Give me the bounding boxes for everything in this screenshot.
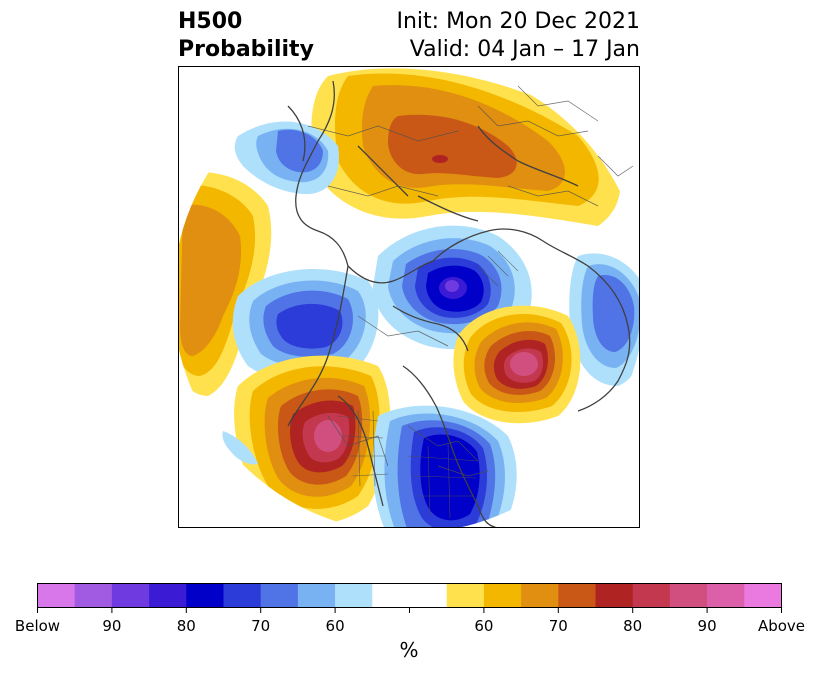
colorbar-tick-label: 60 <box>325 617 345 635</box>
map-canvas <box>178 66 640 528</box>
colorbar-swatch <box>595 583 633 608</box>
colorbar-swatch <box>483 583 522 608</box>
colorbar-tick-label: Below <box>14 617 61 635</box>
map-border <box>178 66 640 528</box>
state-borders <box>337 250 519 519</box>
colorbar-swatch <box>37 583 75 608</box>
colorbar-swatch <box>521 583 559 608</box>
coastlines <box>287 80 631 528</box>
colorbar-unit: % <box>399 638 419 662</box>
colorbar-tick-label: Above <box>757 617 806 635</box>
colorbar-swatch <box>297 583 336 608</box>
colorbar-tick-label: 60 <box>474 617 494 635</box>
colorbar-swatch <box>74 583 113 608</box>
colorbar-swatch <box>260 583 299 608</box>
colorbar-swatch <box>372 583 410 608</box>
probability-map <box>178 66 640 528</box>
colorbar-swatch <box>558 583 596 608</box>
colorbar-swatch <box>223 583 261 608</box>
country-borders <box>307 85 634 477</box>
product-name: Probability <box>178 37 314 62</box>
colorbar-swatch <box>111 583 150 608</box>
colorbar-tick-label: 90 <box>697 617 717 635</box>
chart-title: H500 Probability <box>178 8 314 64</box>
colorbar-swatches <box>37 583 782 608</box>
colorbar-tick-label: 80 <box>623 617 643 635</box>
colorbar-border <box>37 583 782 608</box>
colorbar <box>37 583 782 608</box>
colorbar-swatch <box>632 583 671 608</box>
colorbar-tick-marks <box>37 608 782 613</box>
colorbar-swatch <box>335 583 373 608</box>
probability-contours <box>178 68 640 528</box>
above-region-east <box>453 305 581 424</box>
above-region-north <box>311 68 621 226</box>
colorbar-swatch <box>446 583 485 608</box>
colorbar-swatch <box>149 583 187 608</box>
colorbar-tick-label: 80 <box>176 617 196 635</box>
colorbar-swatch <box>186 583 224 608</box>
colorbar-tick-label: 70 <box>251 617 271 635</box>
colorbar-swatch <box>409 583 447 608</box>
colorbar-swatch <box>744 583 782 608</box>
above-region-southwest <box>234 355 391 525</box>
date-info: Init: Mon 20 Dec 2021 Valid: 04 Jan – 17… <box>397 8 641 64</box>
colorbar-swatch <box>669 583 708 608</box>
field-name: H500 <box>178 9 243 34</box>
colorbar-tick-label: 90 <box>102 617 122 635</box>
below-region-northwest <box>234 121 339 195</box>
colorbar-tick-label: 70 <box>548 617 568 635</box>
init-date: Init: Mon 20 Dec 2021 <box>396 9 641 34</box>
valid-range: Valid: 04 Jan – 17 Jan <box>409 37 640 62</box>
colorbar-swatch <box>707 583 745 608</box>
below-region-small <box>222 431 258 465</box>
above-region-west <box>178 172 272 396</box>
